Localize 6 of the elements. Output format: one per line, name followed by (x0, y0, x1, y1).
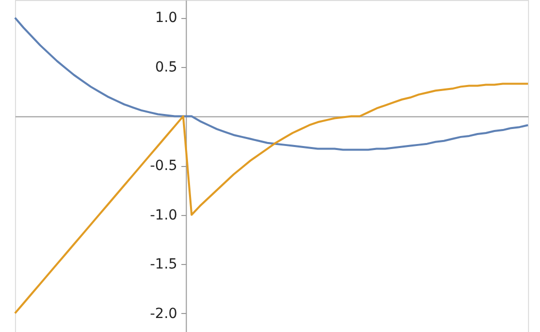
y-tick-label: -1.5 (150, 256, 178, 273)
y-tick-label: -1.0 (150, 207, 178, 224)
y-tick-label: -0.5 (150, 158, 178, 174)
y-tick-label: -2.0 (150, 306, 178, 322)
y-tick-label: 1.0 (155, 10, 178, 26)
y-tick-label: 0.5 (155, 59, 178, 76)
